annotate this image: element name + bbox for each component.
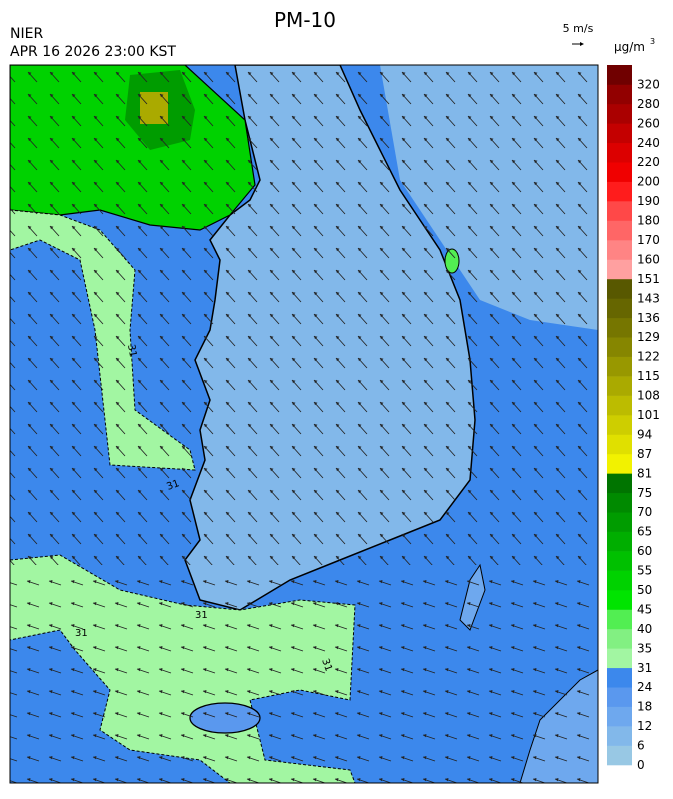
colorbar-swatch <box>607 434 632 455</box>
colorbar-swatch <box>607 201 632 221</box>
colorbar-label: 320 <box>637 77 660 91</box>
wind-field-north <box>10 65 598 565</box>
colorbar-swatch <box>607 65 632 85</box>
colorbar-label: 220 <box>637 155 660 169</box>
colorbar-label: 60 <box>637 544 652 558</box>
colorbar-swatch <box>607 570 632 591</box>
colorbar-label: 122 <box>637 350 660 364</box>
unit: μg/m <box>614 40 645 54</box>
colorbar-swatch <box>607 453 632 474</box>
colorbar-swatch <box>607 667 632 688</box>
colorbar-label: 115 <box>637 369 660 383</box>
contour-labels: 31 31 31 31 31 <box>75 344 334 673</box>
colorbar-swatch <box>607 298 632 319</box>
colorbar-label: 40 <box>637 622 652 636</box>
colorbar-swatch <box>607 220 632 241</box>
title: PM-10 <box>274 8 336 32</box>
colorbar-label: 0 <box>637 758 645 772</box>
colorbar-swatch <box>607 376 632 396</box>
colorbar-label: 129 <box>637 330 660 344</box>
colorbar-label: 70 <box>637 505 652 519</box>
map <box>10 65 598 783</box>
contour-label: 31 <box>75 628 88 639</box>
colorbar-label: 87 <box>637 447 652 461</box>
colorbar-label: 260 <box>637 116 660 130</box>
colorbar-label: 94 <box>637 427 652 441</box>
colorbar-swatch <box>607 473 632 494</box>
contour-label: 31 <box>125 344 138 358</box>
colorbar-label: 18 <box>637 700 652 714</box>
colorbar-label: 24 <box>637 680 652 694</box>
colorbar-label: 12 <box>637 719 652 733</box>
colorbar-label: 136 <box>637 311 660 325</box>
colorbar-swatch <box>607 415 632 435</box>
colorbar: 0 6 12 18 24 31 35 40 45 50 55 60 65 70 75 81 87 94 101 108… <box>607 65 660 772</box>
colorbar-swatch <box>607 103 632 124</box>
colorbar-label: 160 <box>637 252 660 266</box>
unit-exponent: 3 <box>650 37 655 46</box>
colorbar-swatch <box>607 278 632 299</box>
colorbar-label: 75 <box>637 486 652 500</box>
colorbar-swatch <box>607 745 632 766</box>
colorbar-swatch <box>607 259 632 280</box>
wind-scale-label: 5 m/s <box>563 22 594 35</box>
colorbar-label: 6 <box>637 739 645 753</box>
map-frame <box>9 64 599 784</box>
colorbar-swatch <box>607 142 632 163</box>
contour-label: 31 <box>165 478 181 493</box>
colorbar-label: 170 <box>637 233 660 247</box>
contour-label: 31 <box>195 610 208 621</box>
colorbar-swatch <box>607 317 632 338</box>
colorbar-swatch <box>607 512 632 532</box>
colorbar-swatch <box>607 531 632 552</box>
colorbar-swatch <box>607 648 632 669</box>
colorbar-label: 280 <box>637 97 660 111</box>
colorbar-label: 180 <box>637 214 660 228</box>
wind-field-south <box>10 565 598 783</box>
colorbar-swatch <box>607 609 632 630</box>
colorbar-swatch <box>607 706 632 727</box>
colorbar-swatch <box>607 240 632 260</box>
colorbar-label: 143 <box>637 291 660 305</box>
colorbar-label: 108 <box>637 389 660 403</box>
colorbar-swatch <box>607 356 632 377</box>
colorbar-swatch <box>607 590 632 610</box>
colorbar-label: 65 <box>637 525 652 539</box>
colorbar-swatch <box>607 84 632 105</box>
colorbar-swatch <box>607 628 632 649</box>
colorbar-swatch <box>607 687 632 707</box>
colorbar-label: 81 <box>637 466 652 480</box>
colorbar-swatch <box>607 492 632 513</box>
colorbar-label: 151 <box>637 272 660 286</box>
colorbar-label: 55 <box>637 564 652 578</box>
wind-scale-arrow <box>572 42 584 46</box>
colorbar-label: 31 <box>637 661 652 675</box>
colorbar-label: 200 <box>637 175 660 189</box>
colorbar-label: 35 <box>637 641 652 655</box>
colorbar-label: 50 <box>637 583 652 597</box>
colorbar-label: 240 <box>637 136 660 150</box>
agency: NIER <box>10 26 43 42</box>
colorbar-swatch <box>607 551 632 571</box>
colorbar-label: 45 <box>637 602 652 616</box>
colorbar-swatch <box>607 395 632 416</box>
contour-label: 31 <box>319 657 334 673</box>
colorbar-swatch <box>607 181 632 202</box>
colorbar-swatch <box>607 123 632 144</box>
colorbar-swatch <box>607 162 632 182</box>
datetime: APR 16 2026 23:00 KST <box>10 44 176 60</box>
colorbar-label: 101 <box>637 408 660 422</box>
colorbar-swatch <box>607 726 632 746</box>
colorbar-swatch <box>607 337 632 357</box>
colorbar-label: 190 <box>637 194 660 208</box>
